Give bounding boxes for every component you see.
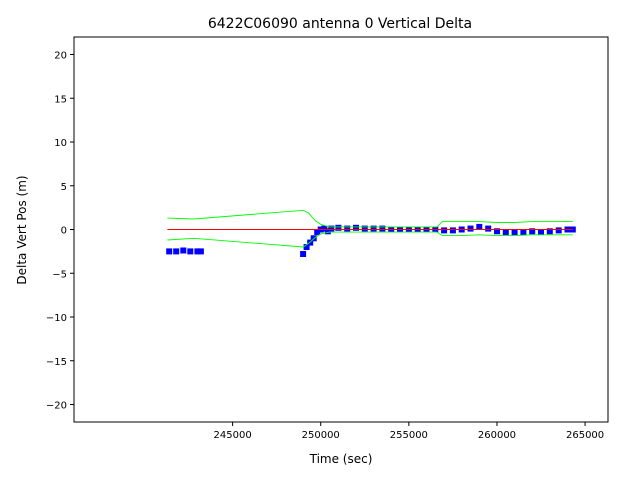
data-point	[538, 229, 544, 236]
data-point	[324, 228, 331, 235]
data-point	[441, 227, 448, 234]
x-tick-label: 260000	[478, 430, 516, 441]
chart-title: 6422C06090 antenna 0 Vertical Delta	[208, 16, 472, 32]
upper-bound-line	[167, 209, 573, 228]
x-axis-label: Time (sec)	[309, 452, 373, 466]
data-point	[166, 248, 173, 255]
x-tick-label: 265000	[566, 430, 604, 441]
y-axis-label: Delta Vert Pos (m)	[15, 175, 29, 284]
data-point	[303, 244, 310, 250]
data-point	[370, 225, 377, 232]
data-point	[314, 229, 321, 236]
y-tick-label: −15	[46, 357, 67, 368]
y-tick-label: 10	[54, 138, 67, 149]
axes: 245000 250000 255000 260000 265000 −20 −15 −10 −…	[46, 36, 609, 441]
data-point	[173, 248, 180, 255]
data-point	[307, 239, 314, 246]
y-tick-label: 20	[54, 51, 67, 62]
data-point	[476, 223, 483, 230]
x-tick-label: 250000	[302, 430, 340, 441]
x-tick-label: 245000	[214, 430, 252, 441]
lower-bound-line	[167, 231, 573, 248]
data-point	[546, 228, 553, 235]
data-point	[529, 228, 536, 235]
data-point	[485, 225, 492, 232]
data-point	[353, 224, 359, 231]
y-tick-label: −10	[46, 313, 67, 324]
y-tick-label: 5	[61, 182, 67, 193]
x-tick-label: 255000	[390, 430, 428, 441]
data-point	[361, 225, 368, 232]
data-point	[344, 225, 351, 232]
data-point	[180, 247, 187, 254]
data-point	[502, 229, 509, 236]
data-point	[321, 225, 328, 232]
y-tick-label: 0	[61, 226, 67, 237]
y-tick-label: 15	[54, 94, 67, 105]
data-point	[555, 227, 562, 234]
data-point	[379, 225, 386, 232]
data-point	[520, 229, 527, 236]
data-point	[194, 248, 201, 255]
data-point	[197, 248, 204, 255]
plot-area	[166, 209, 576, 257]
data-point	[187, 248, 194, 255]
data-point	[467, 225, 474, 232]
data-point	[335, 224, 342, 231]
data-point	[511, 229, 518, 236]
y-tick-label: −5	[52, 269, 67, 280]
y-tick-label: −20	[46, 401, 67, 412]
data-point	[300, 251, 307, 257]
data-point	[449, 227, 456, 234]
data-point	[328, 225, 335, 232]
data-point	[494, 228, 500, 235]
